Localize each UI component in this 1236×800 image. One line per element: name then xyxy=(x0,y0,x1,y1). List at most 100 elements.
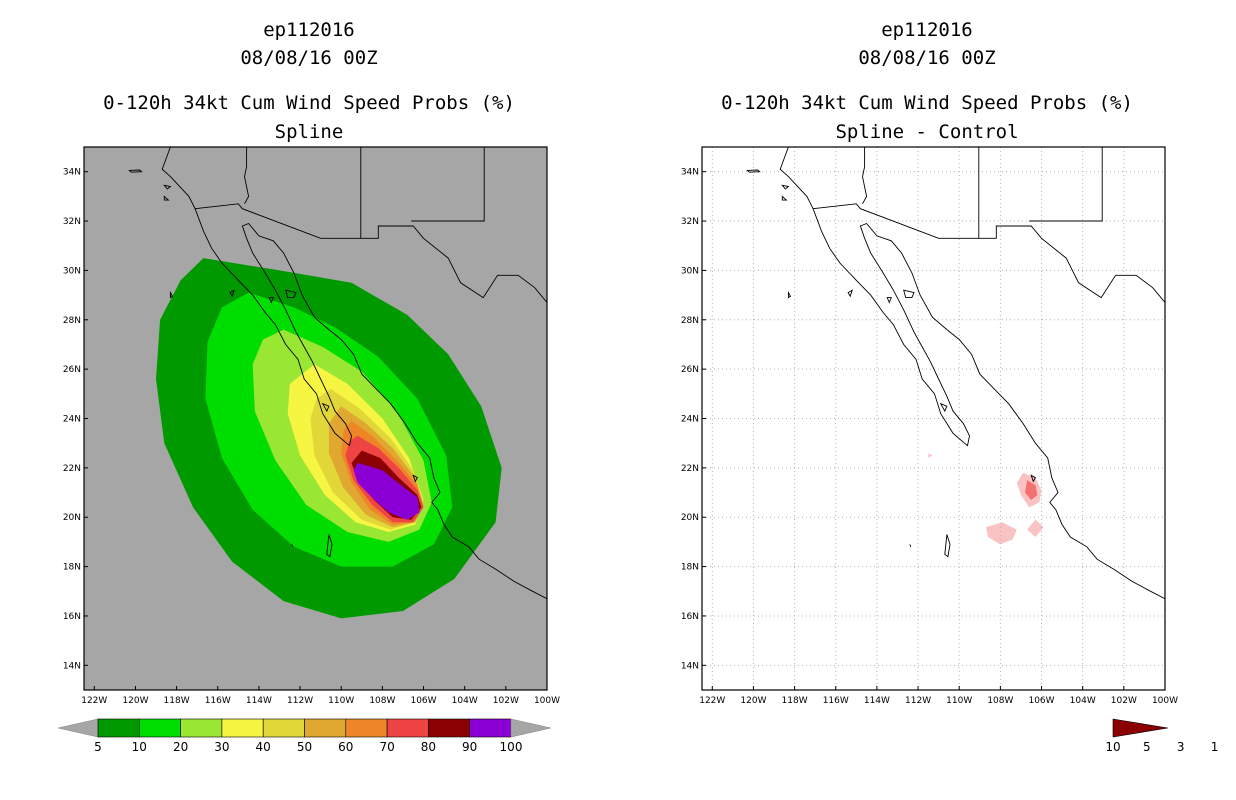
colorbar-label: 60 xyxy=(338,740,353,754)
colorbar-swatch xyxy=(180,718,223,738)
colorbar-label: 10 xyxy=(1105,740,1120,754)
island xyxy=(939,402,948,413)
island xyxy=(781,184,790,190)
colorbar-swatch xyxy=(469,718,512,738)
contour-1-area xyxy=(986,522,1017,545)
island xyxy=(787,290,792,299)
island xyxy=(903,289,915,299)
coastline xyxy=(779,147,1165,600)
lat-tick-label: 24N xyxy=(63,415,81,425)
coastline xyxy=(161,147,547,600)
lon-tick-label: 116W xyxy=(823,696,849,706)
map-layers xyxy=(128,147,547,619)
lat-tick-label: 28N xyxy=(681,316,699,326)
colorbar-swatch xyxy=(97,718,140,738)
island xyxy=(746,169,761,173)
colorbar-swatch xyxy=(221,718,264,738)
lon-tick-label: 122W xyxy=(699,696,725,706)
colorbar-label: 5 xyxy=(94,740,102,754)
colorbar-label: 40 xyxy=(256,740,271,754)
border-line xyxy=(1029,147,1103,222)
island xyxy=(321,402,330,413)
colorbar-label: 3 xyxy=(1177,740,1185,754)
lon-tick-label: 120W xyxy=(740,696,766,706)
lat-tick-label: 22N xyxy=(681,464,699,474)
colorbar-swatch xyxy=(428,718,470,738)
colorbar-label: 70 xyxy=(379,740,394,754)
left-panel: ep112016 08/08/16 00Z 0-120h 34kt Cum Wi… xyxy=(57,19,560,754)
colorbar-label: 100 xyxy=(500,740,523,754)
contour-1-area xyxy=(928,453,933,458)
lat-tick-label: 32N xyxy=(63,217,81,227)
lon-tick-label: 108W xyxy=(987,696,1013,706)
lat-tick-label: 14N xyxy=(681,661,699,671)
colorbar-label: 20 xyxy=(173,740,188,754)
island xyxy=(944,534,951,558)
lon-tick-label: 120W xyxy=(122,696,148,706)
lon-tick-label: 102W xyxy=(1111,696,1137,706)
border-line xyxy=(195,203,547,303)
datetime-title: 08/08/16 00Z xyxy=(240,47,378,69)
island xyxy=(781,195,788,201)
map-background xyxy=(702,147,1165,690)
lon-tick-label: 102W xyxy=(493,696,519,706)
island xyxy=(128,169,143,173)
colorbar-label: 50 xyxy=(297,740,312,754)
right-panel: ep112016 08/08/16 00Z 0-120h 34kt Cum Wi… xyxy=(618,0,1236,800)
lat-tick-label: 34N xyxy=(63,168,81,178)
product-title: 0-120h 34kt Cum Wind Speed Probs (%) xyxy=(721,92,1133,114)
lat-tick-label: 30N xyxy=(63,266,81,276)
lat-tick-label: 20N xyxy=(681,513,699,523)
lon-tick-label: 104W xyxy=(1070,696,1096,706)
storm-id-title: ep112016 xyxy=(263,19,355,41)
colorbar-label: 90 xyxy=(462,740,477,754)
lon-tick-label: 104W xyxy=(452,696,478,706)
contour-3-area xyxy=(1025,480,1038,500)
lon-tick-label: 106W xyxy=(410,696,436,706)
lon-tick-label: 110W xyxy=(946,696,972,706)
colorbar-over-triangle xyxy=(1112,718,1169,738)
island xyxy=(1030,474,1037,483)
island xyxy=(847,289,853,298)
lat-tick-label: 20N xyxy=(63,513,81,523)
island xyxy=(163,184,172,190)
lon-tick-label: 114W xyxy=(864,696,890,706)
island xyxy=(291,544,294,547)
map-layers xyxy=(702,147,1165,690)
datetime-title: 08/08/16 00Z xyxy=(858,47,996,69)
colorbar-label: 1 xyxy=(1211,740,1219,754)
map-plot: 122W 120W 118W 116W 114W 112W 110W 108W 106W 104W… xyxy=(57,146,560,754)
lat-tick-label: 24N xyxy=(681,415,699,425)
lat-tick-label: 32N xyxy=(681,217,699,227)
island xyxy=(326,534,333,558)
lat-tick-label: 16N xyxy=(681,612,699,622)
island xyxy=(229,289,235,298)
island xyxy=(163,195,170,201)
lat-tick-label: 18N xyxy=(63,563,81,573)
map-plot: 122W 120W 118W 116W 114W 112W 110W 108W 106W 104W… xyxy=(681,146,1219,754)
lat-tick-label: 22N xyxy=(63,464,81,474)
lon-tick-label: 118W xyxy=(164,696,190,706)
island xyxy=(268,297,274,304)
lon-tick-label: 114W xyxy=(246,696,272,706)
lat-tick-label: 26N xyxy=(681,365,699,375)
lon-tick-label: 108W xyxy=(369,696,395,706)
island xyxy=(169,290,174,299)
island xyxy=(285,289,297,299)
border-line xyxy=(813,203,1165,303)
lat-tick-label: 30N xyxy=(681,266,699,276)
lat-tick-label: 14N xyxy=(63,661,81,671)
colorbar-label: 30 xyxy=(214,740,229,754)
lon-tick-label: 118W xyxy=(782,696,808,706)
lon-tick-label: 100W xyxy=(534,696,560,706)
lon-tick-label: 106W xyxy=(1028,696,1054,706)
colorbar-swatch xyxy=(386,718,429,738)
colorbar-swatch xyxy=(345,718,388,738)
lat-tick-label: 34N xyxy=(681,168,699,178)
lon-tick-label: 112W xyxy=(287,696,313,706)
storm-id-title: ep112016 xyxy=(881,19,973,41)
lon-tick-label: 112W xyxy=(905,696,931,706)
lon-tick-label: 110W xyxy=(328,696,354,706)
colorbar-label: 5 xyxy=(1143,740,1151,754)
lon-tick-label: 122W xyxy=(81,696,107,706)
